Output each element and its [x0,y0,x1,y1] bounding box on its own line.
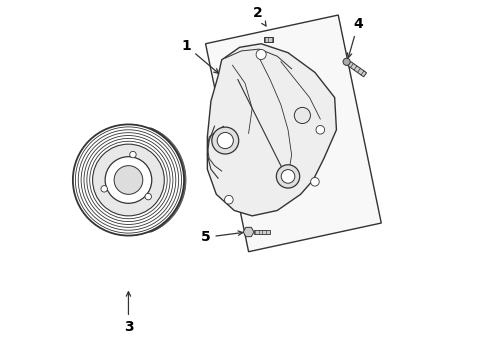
Ellipse shape [73,125,184,235]
Text: 2: 2 [253,6,266,26]
Ellipse shape [114,166,143,194]
Text: 3: 3 [123,292,133,334]
Ellipse shape [281,170,295,183]
Ellipse shape [105,157,152,203]
FancyBboxPatch shape [254,230,270,234]
Text: 1: 1 [181,39,219,73]
Polygon shape [205,15,381,252]
FancyBboxPatch shape [264,37,272,42]
Ellipse shape [101,186,107,192]
Ellipse shape [311,177,319,186]
Text: 4: 4 [347,17,363,58]
Polygon shape [347,62,367,77]
Ellipse shape [212,127,239,154]
Ellipse shape [276,165,300,188]
Ellipse shape [93,144,164,216]
Ellipse shape [130,151,136,158]
Ellipse shape [256,49,266,59]
Text: 5: 5 [201,230,243,244]
Ellipse shape [145,193,151,200]
Ellipse shape [343,58,350,66]
Ellipse shape [316,126,324,134]
Polygon shape [207,44,337,216]
Ellipse shape [294,107,311,123]
Ellipse shape [217,132,233,149]
Ellipse shape [224,195,233,204]
